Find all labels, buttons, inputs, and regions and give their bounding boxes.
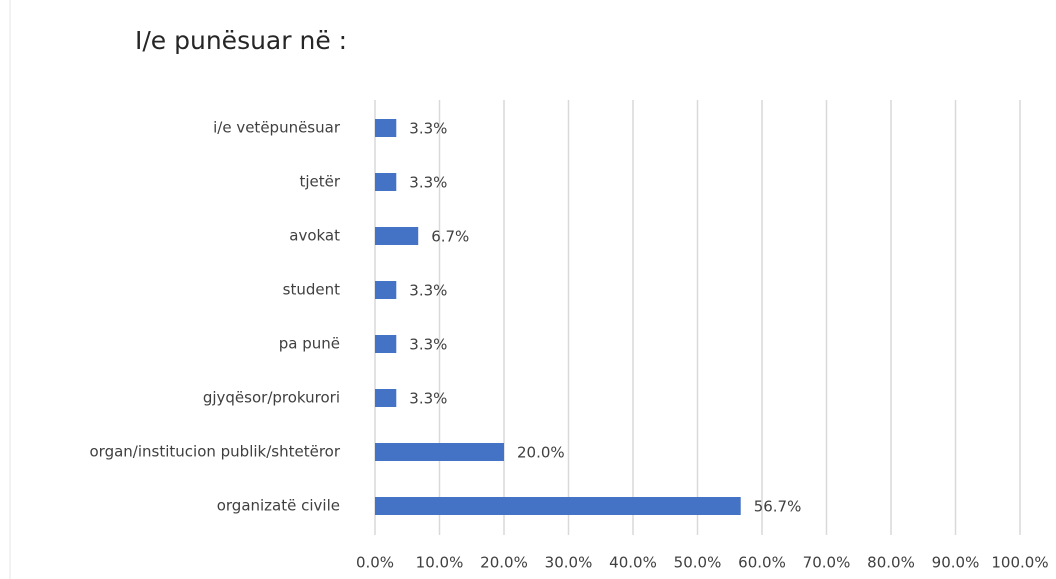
bar [375, 443, 504, 461]
x-tick-label: 60.0% [738, 554, 786, 572]
chart-title: I/e punësuar në : [135, 26, 347, 55]
x-tick-label: 100.0% [991, 554, 1048, 572]
bar [375, 335, 397, 353]
bar [375, 173, 397, 191]
bar [375, 281, 397, 299]
bar [375, 497, 741, 515]
y-tick-label: tjetër [299, 173, 340, 191]
data-label: 3.3% [409, 336, 447, 354]
x-tick-label: 0.0% [356, 554, 394, 572]
y-tick-label: organ/institucion publik/shtetëror [90, 443, 341, 461]
y-tick-label: gjyqësor/prokurori [203, 389, 340, 407]
y-tick-label: avokat [289, 227, 340, 245]
x-tick-label: 80.0% [867, 554, 915, 572]
y-tick-label: i/e vetëpunësuar [213, 119, 341, 137]
x-tick-label: 40.0% [609, 554, 657, 572]
data-label: 3.3% [409, 120, 447, 138]
x-tick-label: 70.0% [803, 554, 851, 572]
y-tick-label: organizatë civile [217, 497, 340, 515]
data-label: 20.0% [517, 444, 565, 462]
x-tick-label: 10.0% [416, 554, 464, 572]
x-tick-label: 90.0% [932, 554, 980, 572]
x-tick-label: 50.0% [674, 554, 722, 572]
data-label: 6.7% [431, 228, 469, 246]
data-label: 3.3% [409, 282, 447, 300]
data-label: 3.3% [409, 390, 447, 408]
bar [375, 227, 419, 245]
x-tick-label: 30.0% [545, 554, 593, 572]
x-tick-label: 20.0% [480, 554, 528, 572]
data-label: 3.3% [409, 174, 447, 192]
y-tick-label: student [283, 281, 340, 299]
bar [375, 389, 397, 407]
bar [375, 119, 397, 137]
data-label: 56.7% [754, 498, 802, 516]
y-tick-label: pa punë [279, 335, 340, 353]
